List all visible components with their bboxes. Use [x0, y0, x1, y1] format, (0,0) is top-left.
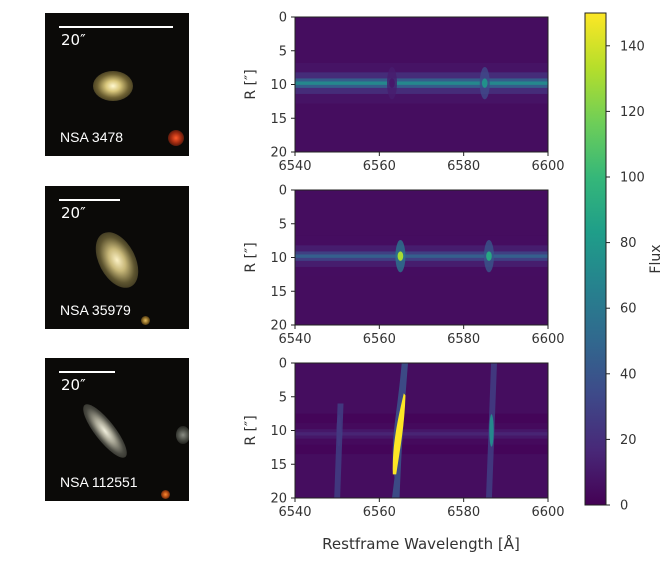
- y-tick-label: 5: [279, 217, 287, 232]
- colorbar-tick-label: 20: [620, 433, 637, 448]
- colorbar-ticks: 0 20 40 60 80 100 120 140: [606, 39, 645, 514]
- colorbar-tick-label: 80: [620, 236, 637, 251]
- galaxy-thumbnail-nsa-35979: 20″ NSA 35979: [45, 186, 189, 329]
- continuum-band: [295, 62, 548, 104]
- x-tick-label: 6580: [447, 159, 480, 174]
- background-star: [168, 130, 184, 146]
- x-tick-label: 6560: [363, 159, 396, 174]
- line-core: [392, 393, 406, 475]
- scale-bar: [59, 26, 173, 28]
- y-tick-label: 10: [270, 251, 287, 266]
- emission-line: [391, 363, 409, 498]
- x-axis: 6540 6560 6580 6600: [278, 152, 565, 174]
- x-tick-label: 6560: [363, 332, 396, 347]
- colorbar-label: Flux: [648, 244, 664, 273]
- continuum-band: [295, 235, 548, 277]
- x-tick-label: 6540: [278, 159, 311, 174]
- x-tick-label: 6580: [447, 505, 480, 520]
- scale-label: 20″: [61, 204, 86, 222]
- emission-line: [486, 363, 497, 498]
- continuum-layer: [295, 81, 548, 85]
- scale-bar: [59, 199, 120, 201]
- continuum-layer: [295, 432, 548, 436]
- y-tick-label: 0: [279, 11, 287, 26]
- emission-line: [479, 66, 490, 100]
- colorbar-tick-label: 120: [620, 105, 645, 120]
- y-tick-label: 5: [279, 390, 287, 405]
- line-core: [397, 251, 404, 261]
- galaxy-name-label: NSA 35979: [60, 302, 131, 318]
- y-axis: 0 5 10 15 20: [270, 184, 295, 334]
- background-star: [141, 316, 150, 325]
- y-tick-label: 15: [270, 458, 287, 473]
- emission-line: [334, 403, 344, 498]
- continuum-band: [295, 413, 548, 455]
- x-tick-label: 6580: [447, 332, 480, 347]
- y-tick-label: 20: [270, 146, 287, 161]
- colorbar-tick-label: 100: [620, 171, 645, 186]
- y-tick-label: 10: [270, 424, 287, 439]
- scale-bar: [59, 371, 115, 373]
- galaxy-name-label: NSA 112551: [60, 474, 138, 490]
- y-tick-label: 5: [279, 44, 287, 59]
- x-axis: 6540 6560 6580 6600: [278, 498, 565, 520]
- line-core: [336, 414, 342, 447]
- y-tick-label: 15: [270, 285, 287, 300]
- colorbar-tick-label: 60: [620, 302, 637, 317]
- x-tick-label: 6600: [531, 332, 564, 347]
- y-axis: 0 5 10 15 20: [270, 11, 295, 161]
- y-tick-label: 0: [279, 184, 287, 199]
- y-tick-label: 20: [270, 492, 287, 507]
- colorbar-tick-label: 40: [620, 367, 637, 382]
- x-tick-label: 6600: [531, 159, 564, 174]
- galaxy-blob: [93, 71, 133, 101]
- y-tick-label: 20: [270, 319, 287, 334]
- colorbar-gradient: [584, 12, 607, 506]
- y-axis-title: R [″]: [243, 69, 259, 99]
- background-star: [176, 426, 189, 444]
- x-tick-label: 6540: [278, 505, 311, 520]
- emission-line: [483, 239, 494, 273]
- scale-label: 20″: [61, 31, 86, 49]
- line-core: [486, 251, 492, 261]
- galaxy-name-label: NSA 3478: [60, 129, 124, 145]
- spectrum-panel-nsa-112551: 6540 6560 6580 6600 0 5 10 15 20 R [″]: [243, 357, 565, 521]
- emission-line: [386, 66, 397, 100]
- line-core: [389, 78, 395, 88]
- emission-line: [395, 239, 406, 273]
- background-star: [161, 490, 170, 499]
- y-axis-title: R [″]: [243, 242, 259, 272]
- line-halo: [334, 403, 344, 498]
- colorbar-tick-label: 140: [620, 39, 645, 54]
- x-tick-label: 6540: [278, 332, 311, 347]
- colorbar: 0 20 40 60 80 100 120 140 Flux: [584, 12, 664, 514]
- x-axis-title: Restframe Wavelength [Å]: [322, 534, 520, 553]
- line-core: [481, 78, 488, 88]
- y-tick-label: 10: [270, 78, 287, 93]
- spectrum-panel-nsa-3478: 6540 6560 6580 6600 0 5 10 15 20 R [″]: [243, 11, 565, 175]
- y-tick-label: 15: [270, 112, 287, 127]
- y-axis-title: R [″]: [243, 415, 259, 445]
- x-tick-label: 6560: [363, 505, 396, 520]
- colorbar-tick-label: 0: [620, 499, 628, 514]
- x-axis: 6540 6560 6580 6600: [278, 325, 565, 347]
- spectrum-panel-nsa-35979: 6540 6560 6580 6600 0 5 10 15 20 R [″]: [243, 184, 565, 348]
- line-core: [489, 414, 494, 447]
- galaxy-thumbnail-nsa-112551: 20″ NSA 112551: [45, 358, 189, 501]
- scale-label: 20″: [61, 376, 86, 394]
- y-axis: 0 5 10 15 20: [270, 357, 295, 507]
- x-tick-label: 6600: [531, 505, 564, 520]
- y-tick-label: 0: [279, 357, 287, 372]
- continuum-layer: [295, 254, 548, 258]
- galaxy-thumbnail-nsa-3478: 20″ NSA 3478: [45, 13, 189, 156]
